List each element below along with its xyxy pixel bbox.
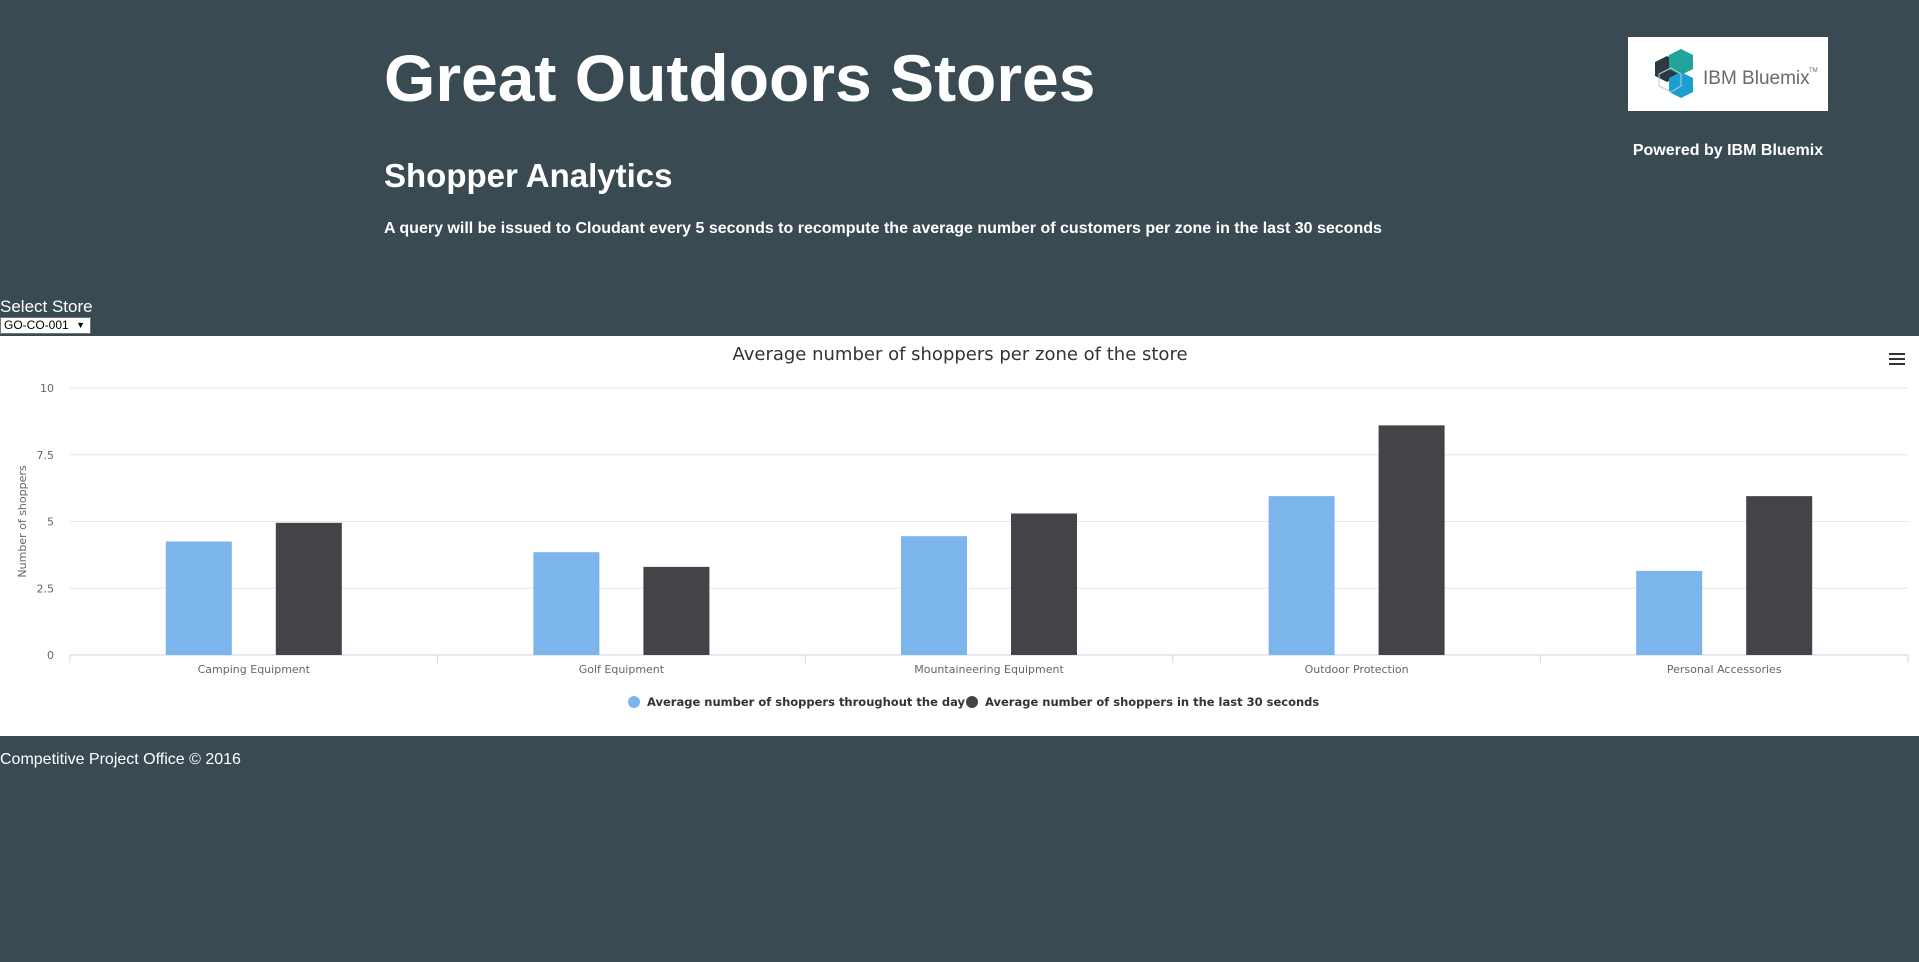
x-tick-label: Camping Equipment bbox=[198, 663, 311, 676]
chart-context-menu-button[interactable] bbox=[1886, 349, 1908, 369]
bar-day-3[interactable] bbox=[1268, 496, 1335, 655]
chart-title: Average number of shoppers per zone of t… bbox=[732, 344, 1187, 365]
chevron-down-icon: ▼ bbox=[76, 320, 85, 330]
y-tick-label: 2.5 bbox=[37, 582, 55, 595]
store-select[interactable]: GO-CO-001 ▼ bbox=[0, 317, 91, 334]
x-tick-label: Golf Equipment bbox=[579, 663, 665, 676]
legend-item-label[interactable]: Average number of shoppers in the last 3… bbox=[985, 695, 1319, 709]
ibm-bluemix-logo: IBM Bluemix TM bbox=[1628, 37, 1828, 111]
bar-last30-1[interactable] bbox=[643, 566, 710, 655]
logo-text: IBM Bluemix bbox=[1703, 68, 1810, 89]
y-axis-label: Number of shoppers bbox=[16, 465, 29, 577]
y-tick-label: 10 bbox=[40, 382, 54, 395]
bar-last30-0[interactable] bbox=[275, 522, 342, 655]
bar-last30-3[interactable] bbox=[1378, 425, 1445, 655]
bar-day-1[interactable] bbox=[533, 552, 600, 655]
y-tick-label: 5 bbox=[47, 516, 54, 529]
bluemix-cube-icon: IBM Bluemix TM bbox=[1655, 49, 1818, 98]
bar-chart: Average number of shoppers per zone of t… bbox=[16, 344, 1909, 709]
hamburger-menu-icon-line bbox=[1889, 353, 1905, 355]
logo-trademark: TM bbox=[1809, 68, 1818, 74]
hamburger-menu-icon-line bbox=[1889, 358, 1905, 360]
page-title: Great Outdoors Stores bbox=[384, 41, 1096, 115]
chart-panel: Average number of shoppers per zone of t… bbox=[0, 336, 1919, 736]
powered-by-label: Powered by IBM Bluemix bbox=[1632, 142, 1824, 159]
legend-item-label[interactable]: Average number of shoppers throughout th… bbox=[647, 695, 966, 709]
bar-last30-2[interactable] bbox=[1011, 513, 1077, 655]
store-select-value: GO-CO-001 bbox=[4, 318, 69, 332]
legend-marker[interactable] bbox=[966, 696, 978, 708]
x-tick-label: Personal Accessories bbox=[1667, 663, 1782, 676]
bar-last30-4[interactable] bbox=[1746, 496, 1813, 655]
bar-day-0[interactable] bbox=[165, 541, 232, 655]
select-store-label: Select Store bbox=[0, 297, 93, 316]
query-description: A query will be issued to Cloudant every… bbox=[384, 220, 1382, 237]
footer-copyright: Competitive Project Office © 2016 bbox=[0, 751, 241, 768]
y-tick-label: 7.5 bbox=[37, 449, 55, 462]
y-tick-label: 0 bbox=[47, 649, 54, 662]
hamburger-menu-icon-line bbox=[1889, 363, 1905, 365]
page-subtitle: Shopper Analytics bbox=[384, 157, 673, 194]
legend-marker[interactable] bbox=[628, 696, 640, 708]
x-tick-label: Mountaineering Equipment bbox=[914, 663, 1064, 676]
bar-day-2[interactable] bbox=[901, 536, 967, 655]
bar-day-4[interactable] bbox=[1636, 570, 1703, 655]
x-tick-label: Outdoor Protection bbox=[1305, 663, 1409, 676]
